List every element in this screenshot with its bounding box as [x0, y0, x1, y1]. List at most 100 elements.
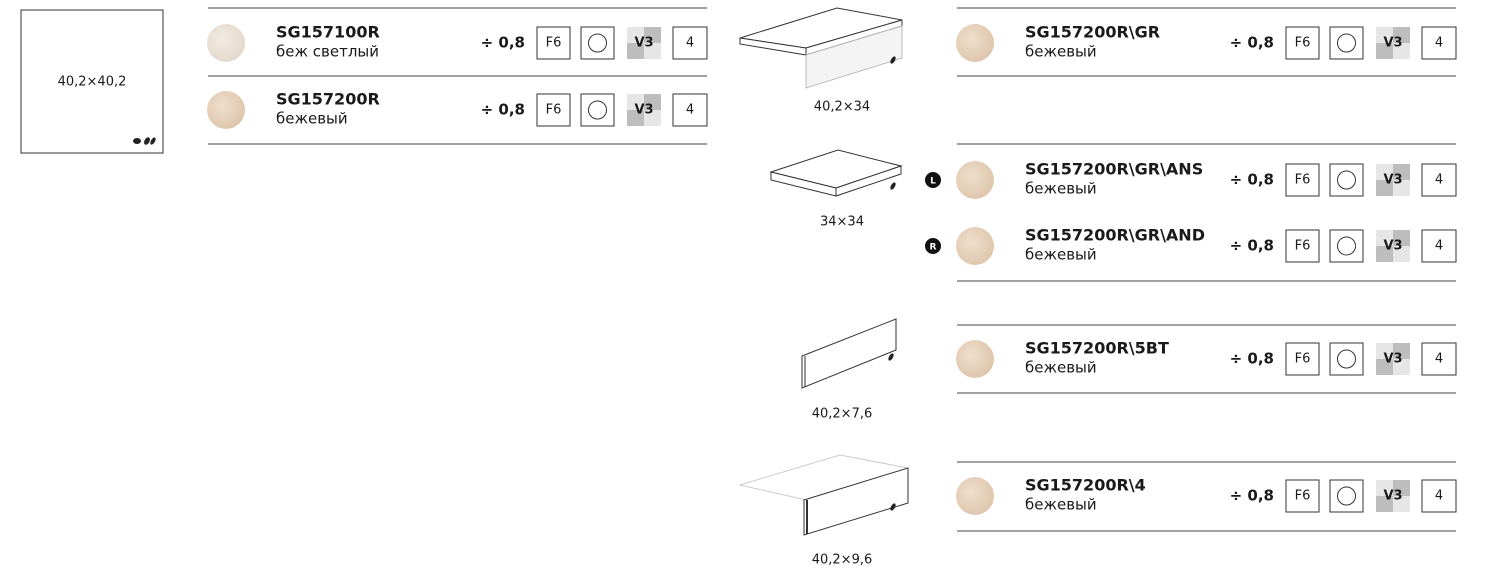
thickness: ÷ 0,8: [1230, 171, 1274, 189]
finish-box: [1285, 229, 1320, 263]
piece-size: 34×34: [820, 215, 864, 230]
shade-cell: [1376, 480, 1393, 496]
piece-drawing: [801, 318, 897, 389]
edge-box: [1329, 163, 1364, 197]
shade-cell: [627, 110, 644, 126]
shade-cell: [1393, 43, 1410, 59]
shade-cell: [1376, 343, 1393, 359]
shade-cell: [1376, 27, 1393, 43]
product-code: SG157100R: [276, 23, 380, 42]
shade-cell: [627, 43, 644, 59]
edge-icon: [588, 100, 607, 120]
product-code: SG157200R\GR\ANS: [1025, 160, 1203, 179]
piece-drawing: [769, 149, 903, 197]
finish-box: [1285, 342, 1320, 376]
shade: V3: [1383, 36, 1402, 51]
piece-drawing: [739, 7, 903, 89]
shade-cell: [1393, 480, 1410, 496]
finish-box: [1285, 26, 1320, 60]
shade: V3: [1383, 489, 1402, 504]
shade-cell: [1376, 496, 1393, 512]
finish-box: [1285, 479, 1320, 513]
edge-box: [1329, 479, 1364, 513]
pack-box: [672, 93, 708, 127]
thickness: ÷ 0,8: [1230, 487, 1274, 505]
shade-cell: [1393, 27, 1410, 43]
shade-cell: [644, 110, 661, 126]
finish-box: [1285, 163, 1320, 197]
badge: [925, 172, 941, 188]
edge-box: [1329, 342, 1364, 376]
shade-cell: [1376, 43, 1393, 59]
pack-box: [1421, 342, 1457, 376]
swatch: [956, 477, 994, 515]
pack: 4: [1435, 352, 1443, 367]
thickness: ÷ 0,8: [1230, 237, 1274, 255]
shade-cell: [1376, 246, 1393, 262]
pack: 4: [1435, 173, 1443, 188]
thickness: ÷ 0,8: [1230, 350, 1274, 368]
piece-size: 40,2×34: [814, 100, 870, 115]
shade-cell: [644, 94, 661, 110]
swatch: [956, 227, 994, 265]
edge-box: [580, 93, 615, 127]
piece-drawing: [738, 454, 909, 536]
pack: 4: [1435, 489, 1443, 504]
shade-cell: [1376, 359, 1393, 375]
badge-label: L: [930, 177, 936, 187]
pack: 4: [686, 36, 694, 51]
product-code: SG157200R\GR: [1025, 23, 1160, 42]
finish: F6: [1295, 489, 1311, 504]
badge-label: R: [930, 243, 937, 253]
edge-icon: [1337, 170, 1356, 190]
edge-icon: [1337, 33, 1356, 53]
shade-cell: [1393, 359, 1410, 375]
tile-outline: [20, 9, 164, 154]
product-color: бежевый: [1025, 246, 1097, 264]
product-color: бежевый: [1025, 359, 1097, 377]
finish: F6: [546, 103, 562, 118]
product-color: бежевый: [276, 110, 348, 128]
edge-box: [1329, 26, 1364, 60]
edge-icon: [1337, 486, 1356, 506]
pack-box: [1421, 26, 1457, 60]
product-code: SG157200R\4: [1025, 476, 1146, 495]
thickness: ÷ 0,8: [481, 101, 525, 119]
badge: [925, 238, 941, 254]
swatch: [956, 161, 994, 199]
product-color: бежевый: [1025, 180, 1097, 198]
tile-size: 40,2×40,2: [58, 75, 127, 90]
finish-box: [536, 93, 571, 127]
edge-box: [580, 26, 615, 60]
swatch: [956, 340, 994, 378]
swatch: [956, 24, 994, 62]
shade-cell: [1393, 496, 1410, 512]
pack: 4: [1435, 36, 1443, 51]
pack-box: [1421, 163, 1457, 197]
pack-box: [672, 26, 708, 60]
shade: V3: [1383, 239, 1402, 254]
finish: F6: [1295, 239, 1311, 254]
edge-box: [1329, 229, 1364, 263]
shade-cell: [644, 43, 661, 59]
finish: F6: [1295, 173, 1311, 188]
shade-cell: [1393, 180, 1410, 196]
shade-cell: [627, 27, 644, 43]
finish: F6: [1295, 36, 1311, 51]
pack: 4: [1435, 239, 1443, 254]
piece-size: 40,2×7,6: [812, 407, 873, 422]
edge-icon: [1337, 349, 1356, 369]
shade: V3: [1383, 352, 1402, 367]
product-color: бежевый: [1025, 496, 1097, 514]
shade-cell: [1393, 246, 1410, 262]
finish-box: [536, 26, 571, 60]
shade-cell: [1376, 230, 1393, 246]
finish: F6: [1295, 352, 1311, 367]
piece-size: 40,2×9,6: [812, 553, 873, 568]
product-code: SG157200R: [276, 90, 380, 109]
thickness: ÷ 0,8: [1230, 34, 1274, 52]
shade: V3: [634, 103, 653, 118]
edge-icon: [1337, 236, 1356, 256]
shade: V3: [634, 36, 653, 51]
